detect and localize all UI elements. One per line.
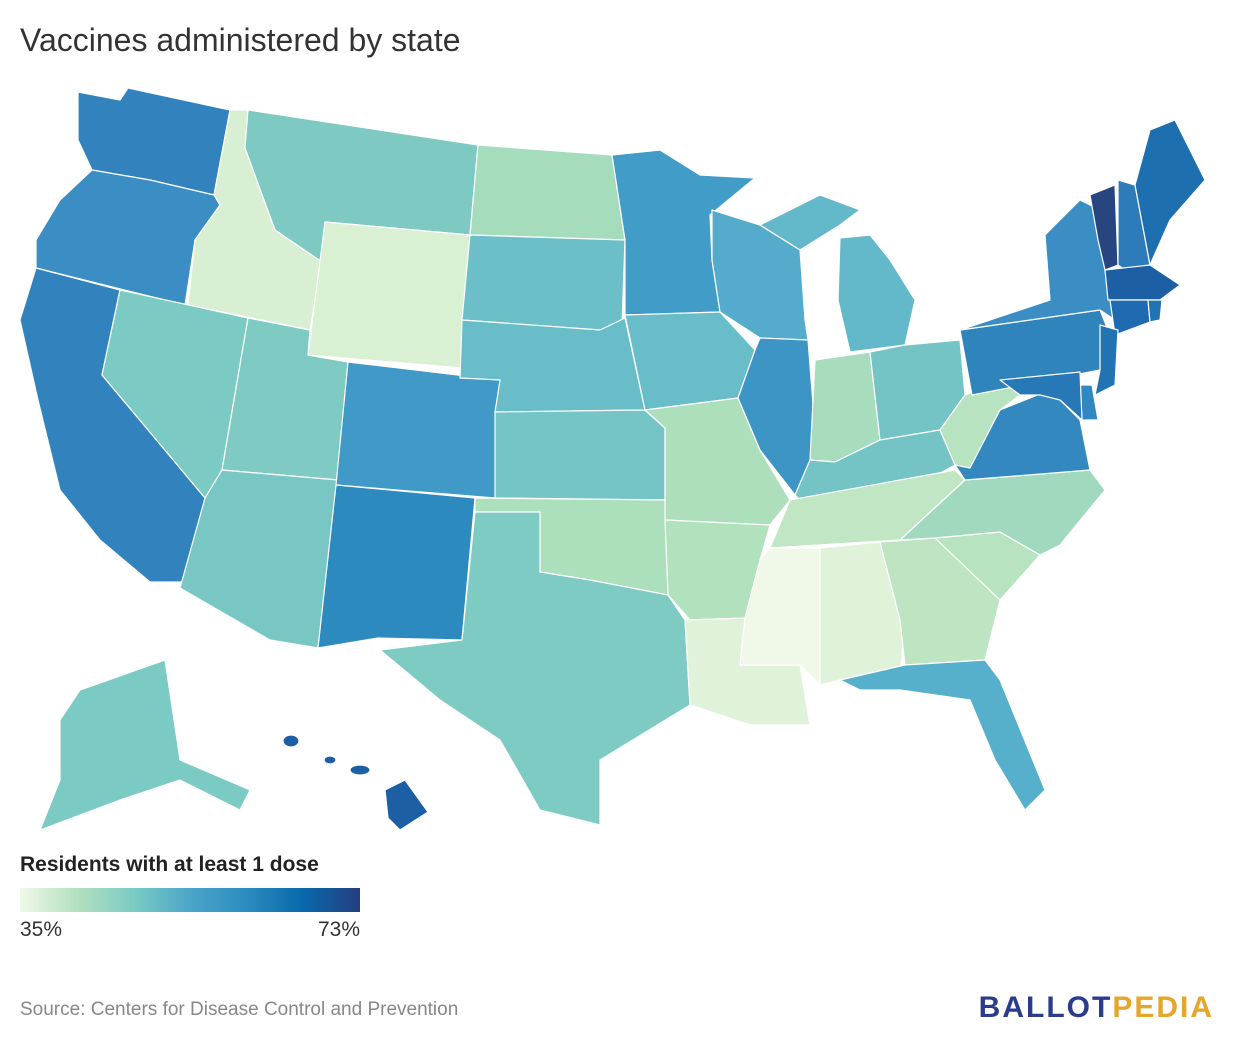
state-hi[interactable]	[282, 734, 429, 831]
brand-part-2: PEDIA	[1112, 991, 1214, 1024]
state-mi[interactable]	[759, 194, 916, 353]
state-md[interactable]	[999, 371, 1083, 421]
state-ak[interactable]	[39, 659, 251, 831]
legend-title: Residents with at least 1 dose	[20, 853, 319, 876]
state-or[interactable]	[35, 169, 221, 306]
state-sd[interactable]	[461, 234, 626, 331]
state-ks[interactable]	[494, 409, 666, 501]
state-me[interactable]	[1134, 119, 1206, 266]
state-ma[interactable]	[1104, 264, 1181, 301]
state-fl[interactable]	[839, 659, 1046, 811]
ballotpedia-logo[interactable]: BALLOTPEDIA	[979, 991, 1214, 1025]
state-nd[interactable]	[469, 144, 626, 241]
state-vt[interactable]	[1089, 184, 1119, 271]
map-title: Vaccines administered by state	[20, 22, 461, 58]
us-choropleth-map	[19, 87, 1206, 831]
state-nm[interactable]	[317, 484, 476, 649]
source-note: Source: Centers for Disease Control and …	[20, 999, 459, 1020]
brand-part-1: BALLOT	[978, 991, 1113, 1024]
state-wy[interactable]	[307, 221, 471, 369]
state-nj[interactable]	[1094, 324, 1119, 396]
state-ri[interactable]	[1147, 299, 1163, 323]
state-ny[interactable]	[959, 199, 1116, 331]
state-wv[interactable]	[939, 379, 1021, 469]
state-de[interactable]	[1079, 384, 1099, 421]
state-tx[interactable]	[379, 511, 691, 826]
legend-gradient-bar	[20, 888, 360, 912]
state-mn[interactable]	[611, 149, 756, 316]
legend-max-label: 73%	[317, 918, 360, 941]
legend-min-label: 35%	[20, 918, 63, 941]
state-co[interactable]	[335, 361, 501, 499]
state-ia[interactable]	[624, 311, 756, 411]
